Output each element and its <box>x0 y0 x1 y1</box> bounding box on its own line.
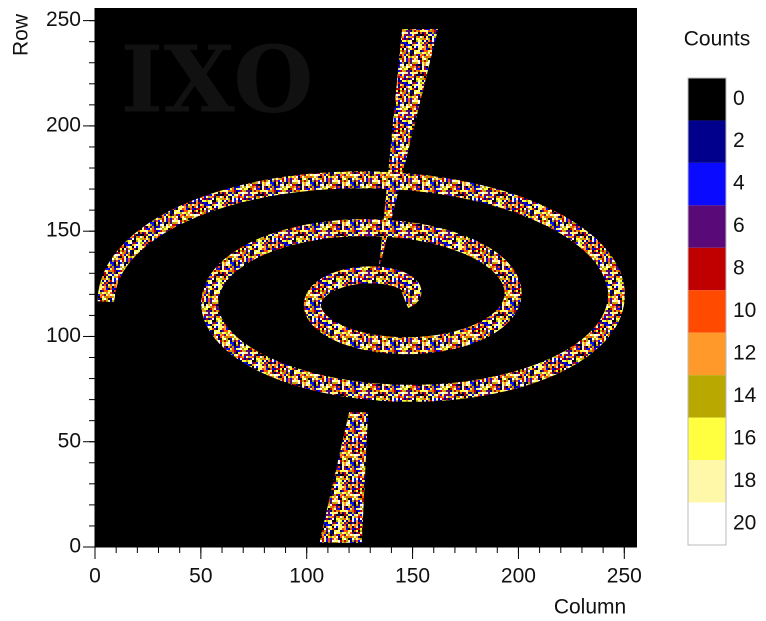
colorbar-label: 14 <box>733 384 757 407</box>
colorbar-label: 18 <box>733 469 756 492</box>
colorbar-cell <box>688 78 726 120</box>
y-axis-label: Row <box>10 13 33 56</box>
colorbar-label: 6 <box>733 214 745 237</box>
colorbar-cell <box>688 163 726 205</box>
x-tick-label: 200 <box>501 565 536 588</box>
colorbar-label: 12 <box>733 342 756 365</box>
y-tick-label: 0 <box>69 535 81 558</box>
colorbar-label: 0 <box>733 87 745 110</box>
colorbar-cell <box>688 503 726 545</box>
colorbar-cell <box>688 248 726 290</box>
colorbar-label: 16 <box>733 426 756 449</box>
colorbar-cell <box>688 120 726 162</box>
chart: IXO Column Row Counts 050100150200250050… <box>0 0 766 621</box>
colorbar-cell <box>688 333 726 375</box>
colorbar-label: 4 <box>733 172 745 195</box>
colorbar-label: 2 <box>733 129 745 152</box>
colorbar-cell <box>688 418 726 460</box>
y-tick-label: 250 <box>46 8 81 31</box>
y-tick-label: 100 <box>46 324 81 347</box>
x-tick-label: 100 <box>289 565 324 588</box>
x-tick-label: 50 <box>189 565 212 588</box>
x-tick-label: 250 <box>607 565 642 588</box>
y-tick-label: 200 <box>46 113 81 136</box>
colorbar-cell <box>688 290 726 332</box>
x-tick-label: 0 <box>89 565 101 588</box>
colorbar-cell <box>688 375 726 417</box>
colorbar-cell <box>688 460 726 502</box>
x-tick-label: 150 <box>395 565 430 588</box>
colorbar-label: 10 <box>733 299 756 322</box>
colorbar-cell <box>688 205 726 247</box>
colorbar-label: 8 <box>733 257 745 280</box>
y-tick-label: 50 <box>58 429 81 452</box>
y-tick-label: 150 <box>46 219 81 242</box>
x-axis-label: Column <box>554 596 626 619</box>
colorbar-label: 20 <box>733 511 756 534</box>
colorbar-title: Counts <box>684 28 751 51</box>
ixo-label: IXO <box>120 26 313 134</box>
